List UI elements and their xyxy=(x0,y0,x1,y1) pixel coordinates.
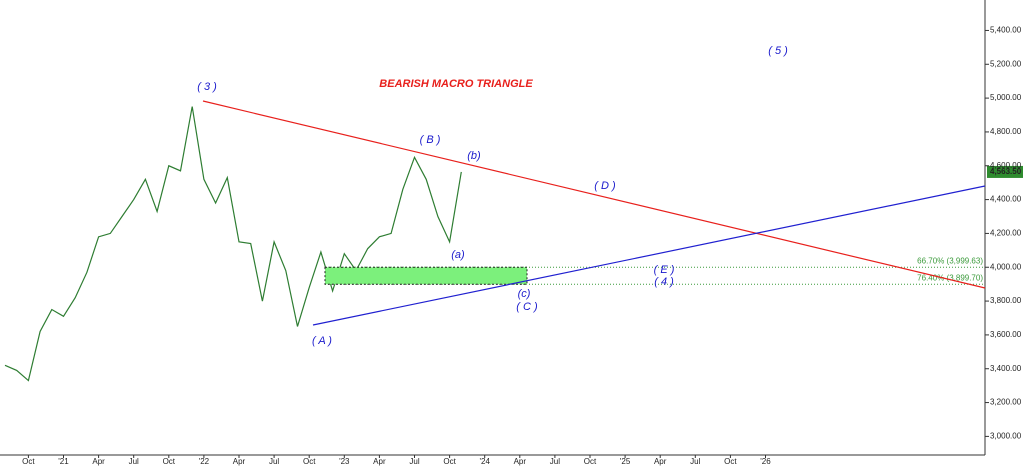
x-tick-label: Apr xyxy=(514,457,527,466)
wave-label: ( 4 ) xyxy=(654,276,674,288)
x-tick-label: '22 xyxy=(199,457,210,466)
x-tick-label: Apr xyxy=(233,457,246,466)
x-tick-label: Oct xyxy=(22,457,35,466)
support-trendline xyxy=(312,185,986,326)
x-tick-label: Oct xyxy=(163,457,176,466)
x-tick-label: '24 xyxy=(479,457,490,466)
y-tick-label: 5,000.00 xyxy=(990,93,1022,102)
x-tick-label: Apr xyxy=(92,457,105,466)
y-tick-label: 3,200.00 xyxy=(990,398,1022,407)
x-tick-label: '23 xyxy=(339,457,350,466)
wave-label: ( 5 ) xyxy=(768,45,788,57)
y-tick-label: 4,200.00 xyxy=(990,229,1022,238)
y-tick-label: 3,000.00 xyxy=(990,432,1022,441)
x-tick-label: '21 xyxy=(58,457,69,466)
chart-title: BEARISH MACRO TRIANGLE xyxy=(379,78,533,90)
x-tick-label: Oct xyxy=(303,457,316,466)
x-tick-label: Jul xyxy=(550,457,560,466)
price-line xyxy=(4,106,462,382)
wave-label: ( A ) xyxy=(312,335,332,347)
x-tick-label: '26 xyxy=(760,457,771,466)
wave-label: ( B ) xyxy=(420,134,441,146)
x-tick-label: Oct xyxy=(443,457,456,466)
last-price-label: 4,563.50 xyxy=(990,167,1022,176)
y-tick-label: 3,600.00 xyxy=(990,330,1022,339)
wave-label: (b) xyxy=(467,150,481,162)
wave-label: (c) xyxy=(518,288,531,300)
y-tick-label: 5,200.00 xyxy=(990,59,1022,68)
x-tick-label: Apr xyxy=(373,457,386,466)
last-price-tag xyxy=(987,165,1023,178)
y-tick-label: 3,800.00 xyxy=(990,296,1022,305)
x-tick-label: Oct xyxy=(584,457,597,466)
x-tick-label: Jul xyxy=(690,457,700,466)
wave-label: ( C ) xyxy=(516,301,538,313)
x-tick-label: Jul xyxy=(409,457,419,466)
y-tick-label: 3,400.00 xyxy=(990,364,1022,373)
wave-label: ( 3 ) xyxy=(197,81,217,93)
x-tick-label: Apr xyxy=(654,457,667,466)
x-tick-label: Oct xyxy=(724,457,737,466)
fib-label: 76.40% (3,899.70) xyxy=(917,273,983,282)
x-tick-label: Jul xyxy=(129,457,139,466)
resistance-trendline xyxy=(202,100,986,289)
y-tick-label: 4,000.00 xyxy=(990,262,1022,271)
y-tick-label: 4,400.00 xyxy=(990,195,1022,204)
x-tick-label: Jul xyxy=(269,457,279,466)
wave-label: ( D ) xyxy=(594,180,616,192)
fib-zone xyxy=(324,266,528,285)
y-tick-label: 4,800.00 xyxy=(990,127,1022,136)
wave-label: ( E ) xyxy=(654,264,675,276)
wave-label: (a) xyxy=(451,249,465,261)
y-tick-label: 4,600.00 xyxy=(990,161,1022,170)
fib-label: 66.70% (3,999.63) xyxy=(917,256,983,265)
x-tick-label: '25 xyxy=(620,457,631,466)
y-tick-label: 5,400.00 xyxy=(990,26,1022,35)
